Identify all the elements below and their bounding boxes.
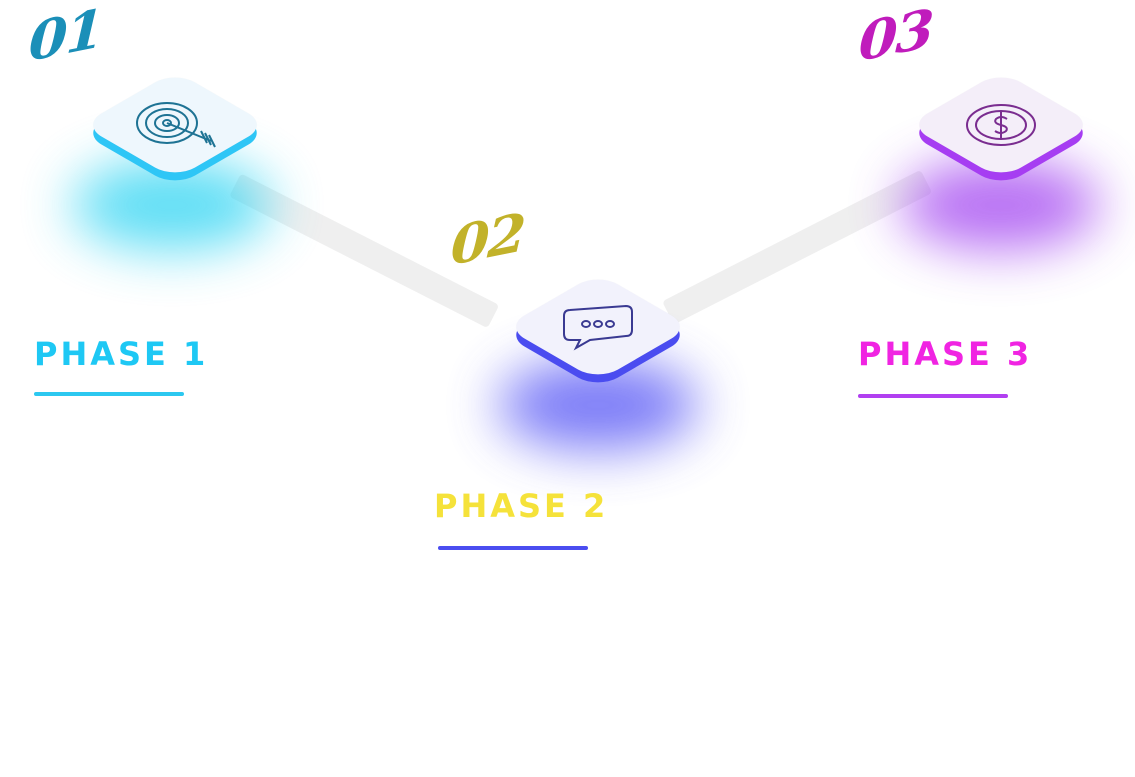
phase-2-label: PHASE 2: [434, 487, 609, 525]
phase-2-underline: [438, 546, 588, 550]
phase-3-label: PHASE 3: [858, 335, 1033, 373]
phase-2-number: 02: [449, 200, 526, 278]
phase-1-number: 01: [27, 0, 104, 74]
phase-3-number: 03: [857, 0, 934, 74]
phase-2-tile: [468, 247, 728, 407]
phase-3-tile: [871, 45, 1131, 205]
dollar-coin-icon: [966, 104, 1036, 146]
phase-1-underline: [34, 392, 184, 396]
phase-1-label: PHASE 1: [34, 335, 209, 373]
chat-bubble-icon: [563, 304, 633, 351]
phase-1-tile: [45, 45, 305, 205]
phase-3-underline: [858, 394, 1008, 398]
target-arrow-icon: [136, 102, 216, 148]
